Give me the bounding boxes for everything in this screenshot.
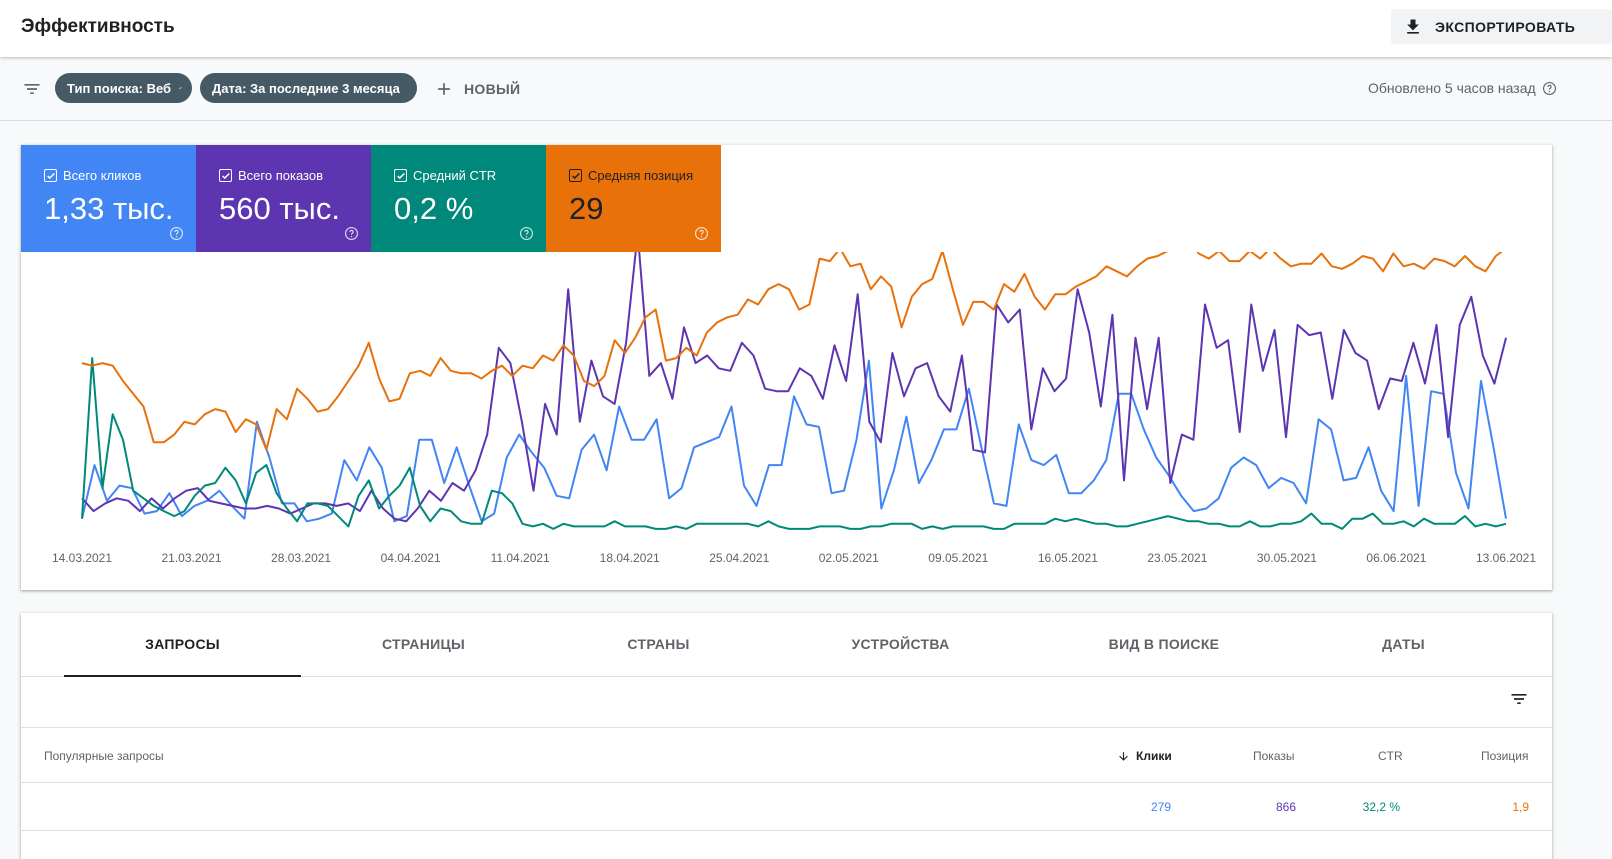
x-tick-label: 06.06.2021 bbox=[1366, 551, 1426, 565]
row-clicks: 279 bbox=[1150, 800, 1171, 814]
column-header-position[interactable]: Позиция bbox=[1481, 749, 1529, 763]
filter-bar: Тип поиска: Веб Дата: За последние 3 мес… bbox=[0, 57, 1612, 121]
x-tick-label: 16.05.2021 bbox=[1038, 551, 1098, 565]
x-tick-label: 23.05.2021 bbox=[1147, 551, 1207, 565]
metric-total-clicks[interactable]: Всего кликов 1,33 тыс. bbox=[21, 145, 196, 252]
series-line-1 bbox=[81, 252, 1507, 523]
row-impressions: 866 bbox=[1275, 800, 1296, 814]
x-tick-label: 18.04.2021 bbox=[600, 551, 660, 565]
series-line-3 bbox=[81, 252, 1503, 451]
x-tick-label: 09.05.2021 bbox=[928, 551, 988, 565]
column-header-query: Популярные запросы bbox=[44, 749, 164, 763]
metric-impressions-label: Всего показов bbox=[238, 168, 323, 183]
help-icon[interactable] bbox=[169, 226, 184, 241]
report-table-card: ЗАПРОСЫ СТРАНИЦЫ СТРАНЫ УСТРОЙСТВА ВИД В… bbox=[21, 613, 1552, 859]
row-position: 1,9 bbox=[1512, 800, 1529, 814]
metric-ctr-value: 0,2 % bbox=[394, 191, 474, 226]
performance-chart-card: Всего кликов 1,33 тыс. Всего показов 560… bbox=[21, 145, 1552, 590]
tab-dates[interactable]: ДАТЫ bbox=[1382, 636, 1425, 652]
row-ctr: 32,2 % bbox=[1362, 800, 1400, 814]
tab-devices[interactable]: УСТРОЙСТВА bbox=[851, 636, 950, 652]
checkbox-icon[interactable] bbox=[394, 169, 407, 182]
tab-queries[interactable]: ЗАПРОСЫ bbox=[64, 613, 301, 677]
table-header: Популярные запросы Клики Показы CTR Пози… bbox=[21, 727, 1552, 783]
metric-average-ctr[interactable]: Средний CTR 0,2 % bbox=[371, 145, 546, 252]
checkbox-icon[interactable] bbox=[219, 169, 232, 182]
help-icon[interactable] bbox=[694, 226, 709, 241]
plus-icon bbox=[438, 83, 450, 95]
last-updated-text: Обновлено 5 часов назад bbox=[1368, 80, 1536, 96]
tab-pages[interactable]: СТРАНИЦЫ bbox=[381, 636, 466, 652]
metric-clicks-label: Всего кликов bbox=[63, 168, 142, 183]
metric-average-position[interactable]: Средняя позиция 29 bbox=[546, 145, 721, 252]
column-header-clicks[interactable]: Клики bbox=[1117, 749, 1172, 763]
filter-icon[interactable] bbox=[22, 79, 42, 99]
x-tick-label: 25.04.2021 bbox=[709, 551, 769, 565]
series-line-0 bbox=[81, 359, 1507, 523]
dimension-tabs: ЗАПРОСЫ СТРАНИЦЫ СТРАНЫ УСТРОЙСТВА ВИД В… bbox=[21, 613, 1552, 677]
download-icon bbox=[1407, 19, 1419, 34]
x-tick-label: 04.04.2021 bbox=[381, 551, 441, 565]
x-tick-label: 11.04.2021 bbox=[491, 551, 550, 565]
tab-countries[interactable]: СТРАНЫ bbox=[627, 636, 690, 652]
table-row[interactable]: 279 866 32,2 % 1,9 bbox=[21, 783, 1552, 831]
metric-position-value: 29 bbox=[569, 191, 604, 226]
column-header-clicks-label: Клики bbox=[1136, 749, 1172, 763]
export-button[interactable]: ЭКСПОРТИРОВАТЬ bbox=[1391, 9, 1612, 44]
date-range-chip-label: Дата: За последние 3 месяца bbox=[212, 80, 400, 96]
date-range-chip[interactable]: Дата: За последние 3 месяца bbox=[200, 73, 417, 103]
export-label: ЭКСПОРТИРОВАТЬ bbox=[1435, 18, 1576, 35]
new-filter-button[interactable]: НОВЫЙ bbox=[434, 77, 520, 101]
checkbox-icon[interactable] bbox=[569, 169, 582, 182]
metric-ctr-label: Средний CTR bbox=[413, 168, 497, 183]
column-header-impressions[interactable]: Показы bbox=[1253, 749, 1295, 763]
metric-impressions-value: 560 тыс. bbox=[219, 191, 340, 226]
search-type-chip-label: Тип поиска: Веб bbox=[67, 80, 172, 96]
x-tick-label: 21.03.2021 bbox=[162, 551, 222, 565]
x-tick-label: 02.05.2021 bbox=[819, 551, 879, 565]
x-tick-label: 13.06.2021 bbox=[1476, 551, 1536, 565]
metric-total-impressions[interactable]: Всего показов 560 тыс. bbox=[196, 145, 371, 252]
x-tick-label: 30.05.2021 bbox=[1257, 551, 1317, 565]
edit-icon bbox=[179, 86, 182, 90]
help-icon[interactable] bbox=[519, 226, 534, 241]
arrow-down-icon bbox=[1119, 751, 1128, 761]
series-line-2 bbox=[81, 357, 1507, 530]
performance-line-chart[interactable]: 14.03.2021 21.03.2021 28.03.2021 04.04.2021… bbox=[21, 252, 1552, 590]
x-tick-label: 28.03.2021 bbox=[271, 551, 331, 565]
x-tick-label: 14.03.2021 bbox=[52, 551, 112, 565]
search-type-chip[interactable]: Тип поиска: Веб bbox=[55, 73, 192, 103]
table-filter-icon[interactable] bbox=[1509, 689, 1529, 709]
tab-search-appearance[interactable]: ВИД В ПОИСКЕ bbox=[1108, 636, 1220, 652]
checkbox-icon[interactable] bbox=[44, 169, 57, 182]
new-filter-label: НОВЫЙ bbox=[464, 81, 521, 97]
top-bar: Эффективность ЭКСПОРТИРОВАТЬ bbox=[0, 0, 1612, 57]
metric-position-label: Средняя позиция bbox=[588, 168, 694, 183]
column-header-ctr[interactable]: CTR bbox=[1378, 749, 1403, 763]
help-icon[interactable] bbox=[344, 226, 359, 241]
metric-clicks-value: 1,33 тыс. bbox=[44, 191, 174, 226]
last-updated: Обновлено 5 часов назад bbox=[1368, 80, 1557, 96]
help-icon[interactable] bbox=[1542, 81, 1557, 96]
page-title: Эффективность bbox=[21, 16, 175, 37]
